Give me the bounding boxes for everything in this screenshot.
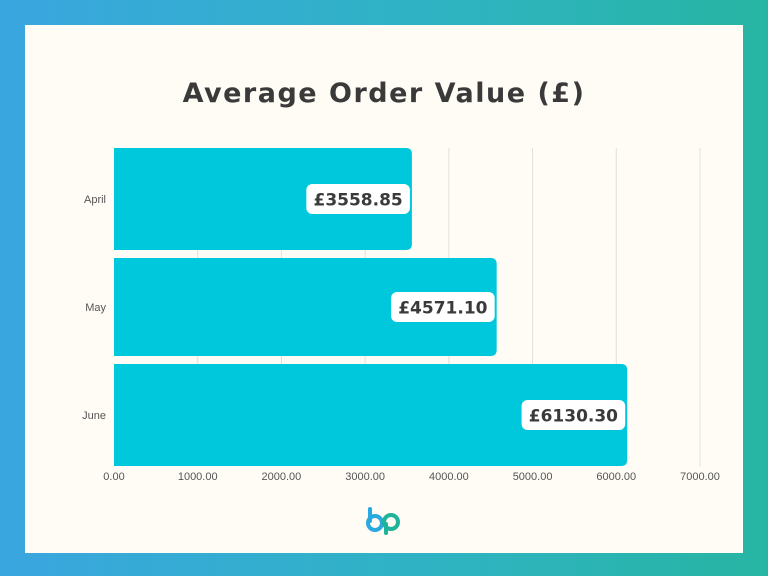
value-label-background — [391, 292, 495, 322]
value-label-text: £3558.85 — [313, 191, 402, 211]
y-tick-label: May — [85, 302, 106, 314]
bar-april — [114, 148, 412, 250]
value-label-background — [306, 184, 410, 214]
value-label-may: £4571.10 — [391, 292, 495, 322]
value-label-text: £6130.30 — [529, 407, 618, 427]
chart-title: Average Order Value (£) — [182, 78, 586, 109]
bar-may — [114, 258, 497, 356]
x-tick-label: 6000.00 — [596, 471, 636, 483]
y-tick-label: June — [82, 410, 106, 422]
value-label-background — [521, 400, 626, 430]
x-tick-label: 4000.00 — [429, 471, 469, 483]
x-tick-label: 2000.00 — [262, 471, 302, 483]
value-label-june: £6130.30 — [521, 400, 626, 430]
bar-june — [114, 364, 628, 466]
x-tick-label: 7000.00 — [680, 471, 720, 483]
y-axis-tick-labels: April May June — [82, 194, 106, 422]
value-labels: £3558.85 £4571.10 £6130.30 — [306, 184, 626, 430]
x-tick-label: 1000.00 — [178, 471, 218, 483]
value-label-april: £3558.85 — [306, 184, 410, 214]
bars — [114, 148, 628, 466]
x-tick-label: 3000.00 — [345, 471, 385, 483]
y-tick-label: April — [84, 194, 106, 206]
brand-logo-icon — [366, 507, 400, 535]
x-axis-tick-labels: 0.00 1000.00 2000.00 3000.00 4000.00 5000.00 6… — [103, 471, 720, 483]
value-label-text: £4571.10 — [398, 299, 487, 319]
x-tick-label: 0.00 — [103, 471, 124, 483]
x-tick-label: 5000.00 — [513, 471, 553, 483]
